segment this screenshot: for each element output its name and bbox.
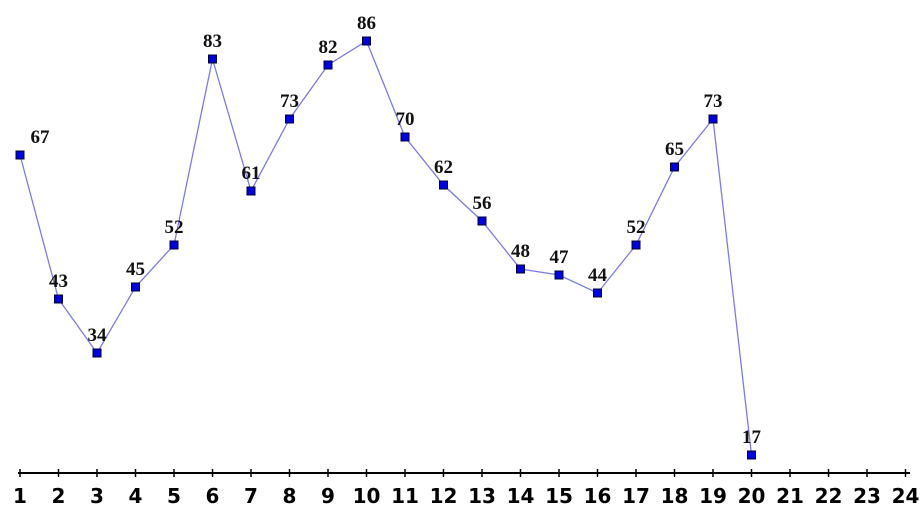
marker: [477, 216, 487, 226]
x-tick-label: 9: [321, 484, 335, 508]
x-tick-label: 5: [167, 484, 181, 508]
data-label: 83: [203, 31, 222, 52]
data-label: 52: [627, 217, 646, 238]
x-tick-label: 4: [129, 484, 143, 508]
x-tick-label: 18: [661, 484, 689, 508]
x-tick-label: 8: [283, 484, 297, 508]
x-tick-label: 16: [584, 484, 612, 508]
marker: [631, 240, 641, 250]
marker: [708, 114, 718, 124]
data-label: 43: [49, 271, 68, 292]
x-tick-label: 10: [353, 484, 381, 508]
marker: [92, 348, 102, 358]
x-tick-label: 11: [391, 484, 419, 508]
marker: [747, 450, 756, 460]
marker: [593, 288, 602, 298]
x-tick-label: 12: [430, 484, 458, 508]
marker: [362, 36, 371, 46]
x-tick-label: 19: [699, 484, 727, 508]
data-label: 34: [88, 325, 108, 346]
x-tick-label: 20: [738, 484, 766, 508]
line: [19, 40, 753, 456]
x-tick-label: 21: [776, 484, 804, 508]
data-label: 17: [742, 427, 762, 448]
data-label: 52: [165, 217, 184, 238]
data-label: 61: [242, 163, 261, 184]
data-label: 70: [396, 109, 415, 130]
data-label: 47: [550, 247, 570, 268]
x-tick-label: 3: [90, 484, 104, 508]
x-tick-label: 15: [545, 484, 573, 508]
x-tick-label: 14: [507, 484, 535, 508]
x-tick-label: 13: [468, 484, 496, 508]
data-label: 73: [704, 91, 723, 112]
x-tick-label: 2: [52, 484, 66, 508]
data-label: 82: [319, 37, 338, 58]
x-tick-label: 6: [206, 484, 220, 508]
data-label: 62: [434, 157, 453, 178]
data-label: 67: [31, 127, 51, 148]
marker: [15, 150, 25, 160]
x-tick-label: 7: [244, 484, 258, 508]
data-label: 65: [665, 139, 684, 160]
marker: [208, 54, 217, 64]
data-label: 48: [511, 241, 530, 262]
marker: [554, 270, 564, 280]
data-label: 86: [357, 13, 376, 34]
marker: [670, 162, 679, 172]
x-tick-label: 17: [622, 484, 650, 508]
x-tick-label: 1: [13, 484, 27, 508]
data-label: 44: [588, 265, 608, 286]
data-label: 56: [473, 193, 492, 214]
marker: [285, 114, 294, 124]
marker: [169, 240, 179, 250]
data-label: 45: [126, 259, 145, 280]
x-tick-label: 23: [853, 484, 881, 508]
marker: [516, 264, 525, 274]
marker: [439, 180, 448, 190]
marker: [400, 132, 410, 142]
marker: [54, 294, 63, 304]
data-label: 73: [280, 91, 299, 112]
marker: [323, 60, 333, 70]
x-tick-label: 22: [815, 484, 843, 508]
x-tick-label: 24: [892, 484, 920, 508]
marker: [246, 186, 256, 196]
marker: [131, 282, 140, 292]
